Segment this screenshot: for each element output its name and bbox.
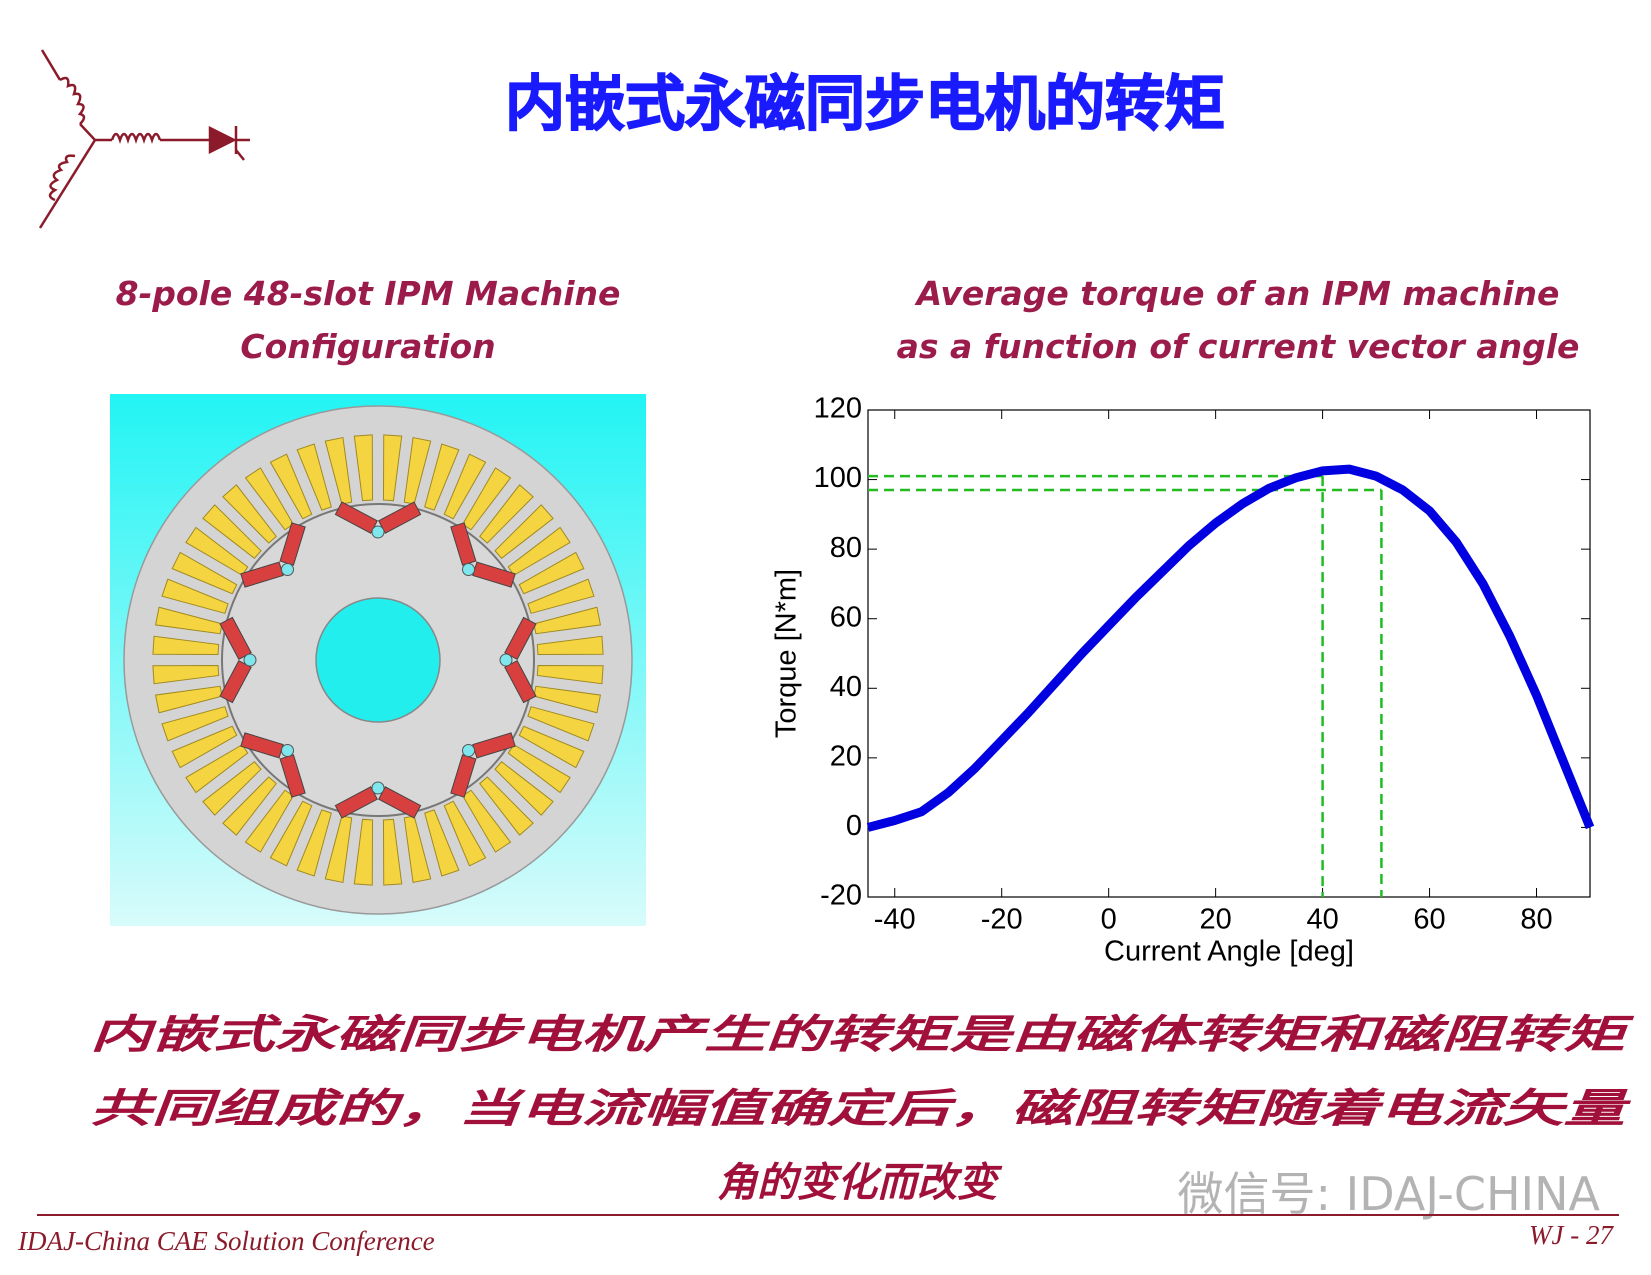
- watermark: 微信号: IDAJ-CHINA: [1178, 1167, 1601, 1221]
- stator-slot: [527, 706, 595, 742]
- rotor-pole: [334, 501, 422, 539]
- slide-title: 内嵌式永磁同步电机的转矩: [505, 70, 1225, 140]
- stator-slot: [185, 526, 249, 576]
- y-tick-label: 80: [830, 532, 862, 564]
- body-text: 角的变化而改变: [717, 1160, 1003, 1206]
- rotor-pole: [450, 732, 516, 798]
- stator-slot: [202, 504, 262, 559]
- y-tick-label: 120: [814, 393, 862, 425]
- y-tick-label: -20: [820, 880, 862, 912]
- barrier: [371, 781, 385, 795]
- barrier: [280, 562, 294, 576]
- stator-slot: [443, 800, 487, 867]
- stator-slot: [533, 606, 602, 635]
- stator-slot: [171, 725, 238, 769]
- x-axis-label: Current Angle [deg]: [1104, 936, 1354, 968]
- stator-slot: [296, 809, 332, 877]
- rotor-pole: [334, 781, 422, 819]
- barrier: [280, 744, 294, 758]
- stator-slot: [479, 776, 534, 836]
- stator-slot: [382, 434, 403, 502]
- x-tick-label: -20: [981, 904, 1023, 936]
- stator-slot: [152, 664, 220, 685]
- y-tick-label: 60: [830, 601, 862, 633]
- stator-slot: [479, 484, 534, 544]
- coil-icon: [38, 49, 250, 229]
- stator-slot: [269, 800, 313, 867]
- rotor-pole: [450, 522, 516, 588]
- stator-slot: [222, 484, 277, 544]
- barrier: [243, 653, 257, 667]
- stator-slot: [161, 578, 229, 614]
- stator-slot: [494, 504, 554, 559]
- y-tick-label: 40: [830, 671, 862, 703]
- stator-slot: [324, 436, 353, 505]
- stator-slot: [353, 434, 374, 502]
- barrier: [499, 653, 513, 667]
- stator-slot: [536, 635, 604, 656]
- stator-slot: [424, 809, 460, 877]
- stator-slot: [462, 467, 512, 531]
- torque-curve: [866, 464, 1595, 832]
- stator-slot: [202, 761, 262, 816]
- y-tick-label: 20: [830, 741, 862, 773]
- rotor-pole: [219, 616, 257, 704]
- caption: Configuration: [240, 327, 495, 366]
- barrier: [462, 744, 476, 758]
- stator-slot: [244, 789, 294, 853]
- footer-left: IDAJ-China CAE Solution Conference: [17, 1226, 435, 1256]
- stator-slot: [518, 551, 585, 595]
- barrier: [371, 525, 385, 539]
- stator-slot: [518, 725, 585, 769]
- body-text: 共同组成的，当电流幅值确定后，磁阻转矩随着电流矢量: [90, 1086, 1631, 1132]
- y-tick-label: 0: [846, 810, 862, 842]
- stator-slot: [152, 635, 220, 656]
- chart: -20 0 20 40 60 80 100 120 -40 -20 0 20 40 60 80 Current…: [771, 393, 1595, 968]
- stator-slot: [527, 578, 595, 614]
- barrier: [462, 562, 476, 576]
- stator-slot: [154, 685, 223, 714]
- stator-slot: [269, 453, 313, 520]
- rotor-pole: [499, 616, 537, 704]
- stator-slot: [353, 818, 374, 886]
- stator-slot: [424, 443, 460, 511]
- x-tick-label: 20: [1199, 904, 1231, 936]
- stator-slot: [536, 664, 604, 685]
- stator-slot: [403, 815, 432, 884]
- caption: 8-pole 48-slot IPM Machine: [116, 274, 621, 313]
- stator-slot: [494, 761, 554, 816]
- plot-frame: [867, 409, 1591, 898]
- stator-slot: [443, 453, 487, 520]
- stator-slot: [161, 706, 229, 742]
- rotor-pole: [240, 732, 306, 798]
- stator-slot: [507, 744, 571, 794]
- stator-slot: [382, 818, 403, 886]
- motor-diagram: [110, 394, 646, 926]
- x-tick-label: -40: [874, 904, 916, 936]
- body-text: 内嵌式永磁同步电机产生的转矩是由磁体转矩和磁阻转矩: [90, 1012, 1634, 1058]
- stator-slot: [171, 551, 238, 595]
- footer-right: WJ - 27: [1529, 1220, 1614, 1250]
- y-tick-label: 100: [814, 462, 862, 494]
- rotor-pole: [240, 522, 306, 588]
- x-tick-label: 0: [1101, 904, 1117, 936]
- y-axis-label: Torque [N*m]: [771, 569, 803, 738]
- x-tick-label: 40: [1306, 904, 1338, 936]
- stator-slot: [296, 443, 332, 511]
- x-tick-label: 60: [1413, 904, 1445, 936]
- chart-title: Average torque of an IPM machine: [914, 274, 1560, 313]
- chart-subtitle: as a function of current vector angle: [897, 327, 1580, 366]
- stator-slot: [222, 776, 277, 836]
- x-tick-label: 80: [1520, 904, 1552, 936]
